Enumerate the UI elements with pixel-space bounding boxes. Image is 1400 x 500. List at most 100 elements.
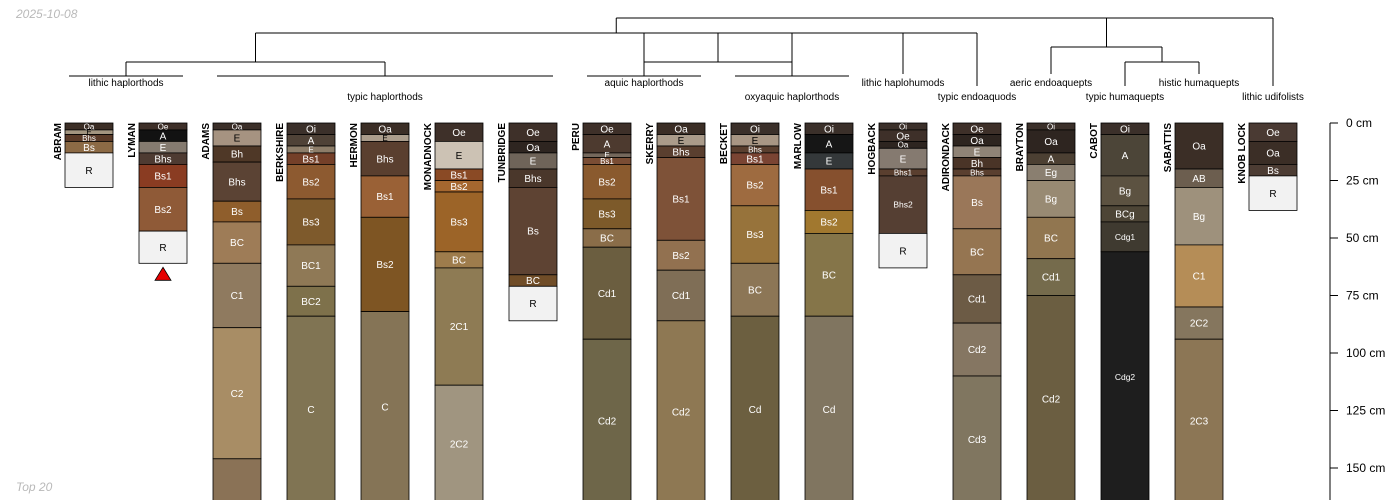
horizon-bs xyxy=(952,175,1002,230)
horizon-2c2 xyxy=(1174,306,1224,340)
horizon-label: BC xyxy=(526,276,540,287)
horizon-bs2 xyxy=(656,239,706,271)
horizon-label: R xyxy=(899,246,906,257)
horizon-label: Oa xyxy=(898,141,909,150)
horizon-cd xyxy=(804,315,854,500)
horizon-label: E xyxy=(826,157,833,168)
horizon-label: Oe xyxy=(526,128,540,139)
horizon-label: Oa xyxy=(674,124,688,135)
horizon-cd1 xyxy=(1026,258,1076,296)
horizon-label: Bs1 xyxy=(154,172,172,183)
horizon-label: E xyxy=(678,136,685,147)
horizon-label: Cdg2 xyxy=(1115,372,1136,382)
horizon-r xyxy=(508,285,558,322)
horizon-cdg2 xyxy=(1100,251,1150,500)
horizon-c1 xyxy=(212,262,262,329)
horizon-label: Cd xyxy=(749,405,762,416)
profile-sabattis: Oa AB Bg C1 2C2 2C3 SABATTIS xyxy=(1163,122,1224,500)
horizon-label: A xyxy=(604,139,611,150)
horizon-cd xyxy=(730,315,780,500)
horizon-label: Bs1 xyxy=(820,185,838,196)
horizon-label: Bhs2 xyxy=(893,200,913,210)
horizon-cd2 xyxy=(1026,295,1076,500)
depth-tick-label: 150 cm xyxy=(1346,461,1385,475)
subgroup-label: typic humaquepts xyxy=(1086,92,1164,103)
horizon-label: Bhs xyxy=(524,174,541,185)
horizon-r xyxy=(1248,175,1298,211)
horizon-label: Oi xyxy=(824,124,834,135)
horizon-label: Bs2 xyxy=(672,251,690,262)
horizon-label: Bs xyxy=(231,207,243,218)
horizon-label: Bs1 xyxy=(672,195,690,206)
horizon-label: Oa xyxy=(970,136,984,147)
horizon-label: BC xyxy=(822,270,836,281)
horizon-bhs xyxy=(212,161,262,202)
horizon-label: Cd xyxy=(823,405,836,416)
horizon-label: Bh xyxy=(971,159,983,170)
horizon-label: E xyxy=(530,157,537,168)
horizon-label: Cd2 xyxy=(672,407,691,418)
profile-adams: Oa E Bh Bhs Bs BC C1 C2 ADAMS xyxy=(201,122,262,500)
subgroup-label: lithic udifolists xyxy=(1242,92,1304,103)
horizon-label: Oi xyxy=(1047,122,1055,131)
subgroup-label: typic haplorthods xyxy=(347,92,423,103)
horizon-label: Oe xyxy=(452,128,466,139)
horizon-label: Bhs xyxy=(748,145,762,154)
subgroup-label: typic endoaquods xyxy=(938,92,1016,103)
horizon-bc xyxy=(1026,216,1076,260)
horizon-label: R xyxy=(529,299,536,310)
horizon-label: Oi xyxy=(899,122,907,131)
horizon-2c1 xyxy=(434,267,484,386)
horizon-bg xyxy=(1174,186,1224,246)
horizon-label: Bs xyxy=(971,198,983,209)
horizon-label: Bs xyxy=(527,227,539,238)
horizon-label: A xyxy=(160,131,167,142)
subgroup-label: histic humaquepts xyxy=(1159,78,1240,89)
horizon-cd1 xyxy=(952,274,1002,324)
horizon-label: Cd1 xyxy=(598,289,617,300)
subgroup-label: oxyaquic haplorthods xyxy=(745,92,840,103)
horizon-cd2 xyxy=(952,322,1002,377)
horizon-label: E xyxy=(974,147,981,158)
profile-name: HOGBACK xyxy=(867,122,878,174)
horizon-c1 xyxy=(1174,244,1224,308)
depth-tick-label: 125 cm xyxy=(1346,404,1385,418)
horizon-unlabeled xyxy=(212,458,262,500)
horizon-label: 2C2 xyxy=(450,439,469,450)
horizon-label: Bs2 xyxy=(376,260,394,271)
horizon-bs2 xyxy=(730,163,780,207)
horizon-label: Bhs xyxy=(82,134,96,143)
horizon-label: E xyxy=(604,151,609,160)
profile-name: BERKSHIRE xyxy=(275,123,286,182)
horizon-label: Cd2 xyxy=(598,416,617,427)
horizon-a xyxy=(1100,134,1150,177)
profile-marlow: Oi AE Bs1 Bs2 BC Cd MARLOW xyxy=(793,122,854,500)
horizon-label: Bs3 xyxy=(450,218,468,229)
dendrogram xyxy=(125,17,1274,86)
horizon-label: Bs1 xyxy=(376,192,394,203)
horizon-label: Bhs xyxy=(970,168,984,177)
horizon-label: Oa xyxy=(232,122,243,131)
horizon-r xyxy=(64,152,114,188)
depth-tick-label: 75 cm xyxy=(1346,289,1379,303)
horizon-c xyxy=(286,315,336,500)
horizon-2c3 xyxy=(1174,338,1224,500)
horizon-label: Bs3 xyxy=(598,209,616,220)
horizon-label: Oa xyxy=(1266,149,1280,160)
horizon-label: Bhs xyxy=(154,154,171,165)
horizon-label: Cd1 xyxy=(672,291,691,302)
horizon-c xyxy=(360,311,410,500)
horizon-label: Bs3 xyxy=(302,218,320,229)
horizon-bc1 xyxy=(286,244,336,287)
horizon-label: R xyxy=(159,243,166,254)
subgroup-label: aeric endoaquepts xyxy=(1010,78,1092,89)
horizon-cd2 xyxy=(656,320,706,500)
horizon-bc xyxy=(212,221,262,264)
subgroups: lithic haplorthods typic haplorthods aquic… xyxy=(69,75,1304,103)
horizon-bs3 xyxy=(582,198,632,230)
horizon-bc xyxy=(730,262,780,317)
